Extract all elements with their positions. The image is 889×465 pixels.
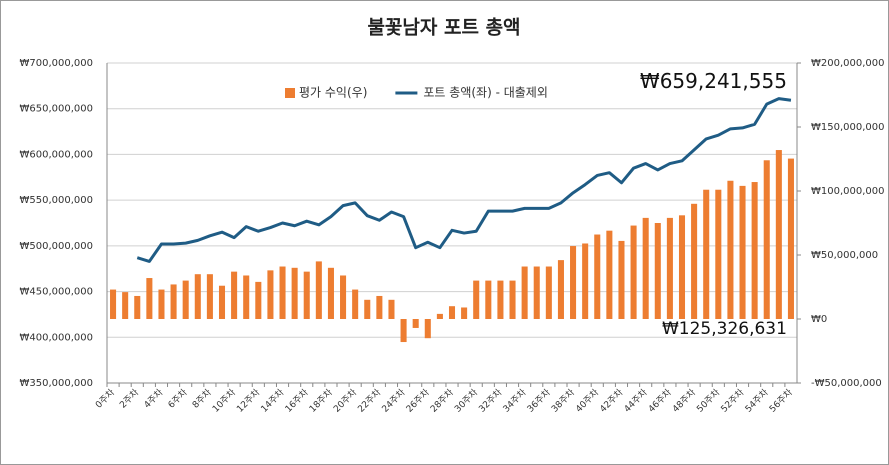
bar: [352, 289, 359, 319]
bar: [424, 319, 431, 339]
bar: [388, 299, 395, 319]
bar: [376, 295, 383, 319]
bar: [630, 225, 637, 319]
bar: [146, 278, 153, 319]
bar: [158, 289, 165, 319]
y-tick-label: ₩450,000,000: [19, 287, 93, 298]
bar: [715, 189, 722, 319]
bar: [412, 319, 419, 328]
bar: [763, 160, 770, 319]
bar: [303, 271, 310, 319]
bar: [787, 158, 794, 319]
bar: [218, 285, 226, 319]
y2-tick-label: ₩100,000,000: [811, 186, 885, 197]
bar: [703, 189, 710, 319]
y2-tick-label: ₩50,000,000: [811, 250, 878, 261]
bar: [751, 182, 758, 319]
bar: [291, 267, 298, 319]
data-label: ₩125,326,631: [662, 319, 787, 339]
bar: [243, 275, 250, 319]
bar: [691, 203, 698, 319]
y-tick-label: ₩650,000,000: [19, 104, 93, 115]
legend-label: 포트 총액(좌) - 대출제외: [423, 86, 548, 100]
legend-label: 평가 수익(우): [299, 86, 367, 100]
bar: [666, 217, 673, 319]
bar: [570, 246, 577, 319]
bar: [182, 280, 189, 319]
bar: [122, 292, 129, 319]
bar: [110, 289, 117, 319]
bar: [364, 299, 371, 319]
bar: [448, 306, 456, 319]
bar: [642, 217, 649, 319]
y2-tick-label: ₩150,000,000: [811, 122, 885, 133]
y-tick-label: ₩500,000,000: [19, 241, 93, 252]
bar: [485, 280, 492, 319]
bar: [509, 280, 516, 319]
bar: [775, 150, 782, 319]
bar: [231, 271, 238, 319]
y2-tick-label: ₩0: [811, 314, 827, 325]
bar: [739, 185, 746, 319]
bar: [545, 266, 552, 319]
line: [136, 97, 792, 263]
bar: [606, 230, 613, 319]
bar: [436, 313, 443, 319]
bar: [279, 266, 286, 319]
data-label: ₩659,241,555: [640, 69, 787, 93]
bar: [400, 319, 407, 343]
bar: [582, 243, 589, 319]
y-tick-label: ₩400,000,000: [19, 332, 93, 343]
y-tick-label: ₩550,000,000: [19, 195, 93, 206]
y-tick-label: ₩700,000,000: [19, 58, 93, 69]
bar: [206, 274, 213, 319]
bar: [315, 261, 322, 319]
y2-tick-label: ₩200,000,000: [811, 58, 885, 69]
bar: [194, 274, 201, 319]
legend-swatch: [285, 88, 295, 98]
bar: [618, 240, 625, 319]
bar: [170, 284, 177, 319]
y2-tick-label: -₩50,000,000: [811, 378, 882, 389]
bar: [473, 280, 480, 319]
bar: [134, 295, 141, 319]
bar: [557, 260, 564, 319]
bar: [267, 270, 274, 319]
bar: [533, 266, 540, 319]
bar: [340, 275, 347, 319]
bar: [727, 180, 734, 319]
bar: [461, 307, 468, 319]
chart-title: 불꽃남자 포트 총액: [367, 17, 520, 39]
bar: [678, 215, 686, 319]
y-tick-label: ₩350,000,000: [19, 378, 93, 389]
bar: [327, 267, 334, 319]
bar: [497, 280, 504, 319]
bar: [255, 281, 262, 319]
bar: [654, 223, 661, 319]
bar: [594, 234, 601, 319]
y-tick-label: ₩600,000,000: [19, 149, 93, 160]
bar: [521, 266, 528, 319]
